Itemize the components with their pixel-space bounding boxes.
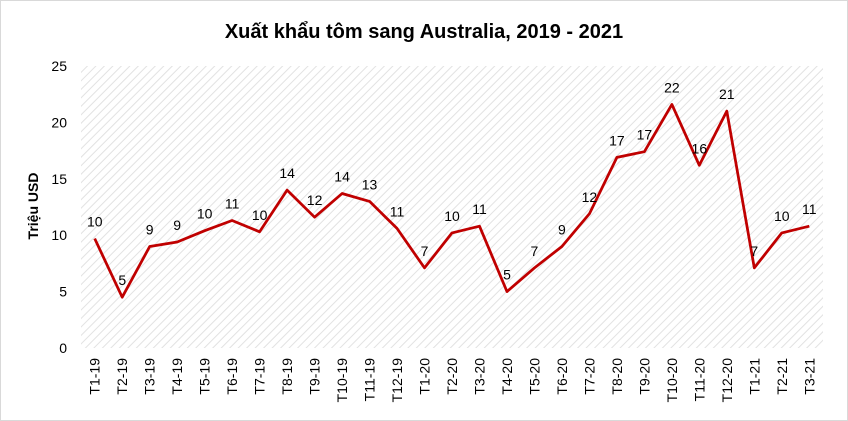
data-label: 12 [582, 189, 598, 205]
plot-area [81, 66, 823, 348]
data-label: 21 [719, 86, 735, 102]
x-tick-label: T2-19 [114, 358, 130, 395]
data-label: 11 [802, 201, 817, 217]
y-axis-label: Triệu USD [25, 173, 41, 240]
y-tick-label: 10 [51, 227, 67, 243]
x-tick-label: T8-20 [609, 358, 625, 395]
x-tick-label: T1-20 [417, 358, 433, 395]
x-tick-label: T4-19 [169, 358, 185, 395]
data-label: 11 [390, 203, 405, 219]
data-label: 12 [307, 192, 323, 208]
data-label: 10 [444, 208, 460, 224]
data-label: 5 [503, 267, 511, 283]
data-label: 10 [197, 206, 213, 222]
data-label: 22 [664, 79, 680, 95]
x-tick-label: T9-20 [636, 358, 652, 395]
x-tick-label: T6-19 [224, 358, 240, 395]
x-tick-label: T2-20 [444, 358, 460, 395]
x-tick-label: T10-19 [334, 358, 350, 403]
y-tick-labels: 0 5 10 15 20 25 [51, 58, 67, 356]
x-tick-label: T3-21 [801, 358, 817, 395]
data-label: 7 [531, 243, 539, 259]
data-label: 17 [609, 132, 625, 148]
x-tick-label: T11-19 [362, 358, 378, 402]
x-tick-label: T12-20 [719, 358, 735, 403]
data-label: 13 [362, 176, 378, 192]
x-tick-label: T10-20 [664, 358, 680, 403]
data-labels: 10 5 9 9 10 11 10 14 12 14 13 11 7 10 11 5 7 9 12 17 17 22 16 2… [87, 79, 817, 288]
x-tick-label: T7-20 [581, 358, 597, 395]
x-tick-label: T5-19 [197, 358, 213, 395]
data-label: 10 [252, 207, 268, 223]
x-tick-label: T11-20 [691, 358, 707, 402]
x-tick-label: T9-19 [307, 358, 323, 395]
data-label: 11 [225, 196, 240, 212]
data-label: 16 [692, 140, 708, 156]
y-tick-label: 0 [59, 340, 67, 356]
x-tick-label: T5-20 [526, 358, 542, 395]
chart-title: Xuất khẩu tôm sang Australia, 2019 - 202… [225, 21, 623, 43]
data-label: 7 [421, 243, 429, 259]
x-tick-labels: T1-19 T2-19 T3-19 T4-19 T5-19 T6-19 T7-19 T8-19… [87, 358, 818, 403]
data-label: 10 [87, 214, 103, 230]
x-tick-label: T12-19 [389, 358, 405, 403]
data-label: 5 [118, 272, 126, 288]
x-tick-label: T1-21 [746, 358, 762, 395]
x-tick-label: T4-20 [499, 358, 515, 395]
data-label: 14 [334, 168, 350, 184]
x-tick-label: T3-20 [471, 358, 487, 395]
x-tick-label: T6-20 [554, 358, 570, 395]
y-tick-label: 25 [51, 58, 67, 74]
y-tick-label: 5 [59, 284, 67, 300]
x-tick-label: T8-19 [279, 358, 295, 395]
data-label: 10 [774, 208, 790, 224]
data-label: 11 [472, 201, 487, 217]
series-line [93, 103, 810, 299]
data-label: 9 [146, 221, 154, 237]
x-tick-label: T1-19 [87, 358, 103, 395]
x-tick-label: T7-19 [252, 358, 268, 395]
x-tick-label: T3-19 [142, 358, 158, 395]
y-tick-label: 20 [51, 114, 67, 130]
data-label: 7 [750, 243, 758, 259]
data-label: 17 [637, 127, 653, 143]
data-label: 9 [173, 217, 181, 233]
x-tick-label: T2-21 [774, 358, 790, 395]
data-label: 14 [279, 165, 295, 181]
y-tick-label: 15 [51, 171, 67, 187]
data-label: 9 [558, 221, 566, 237]
